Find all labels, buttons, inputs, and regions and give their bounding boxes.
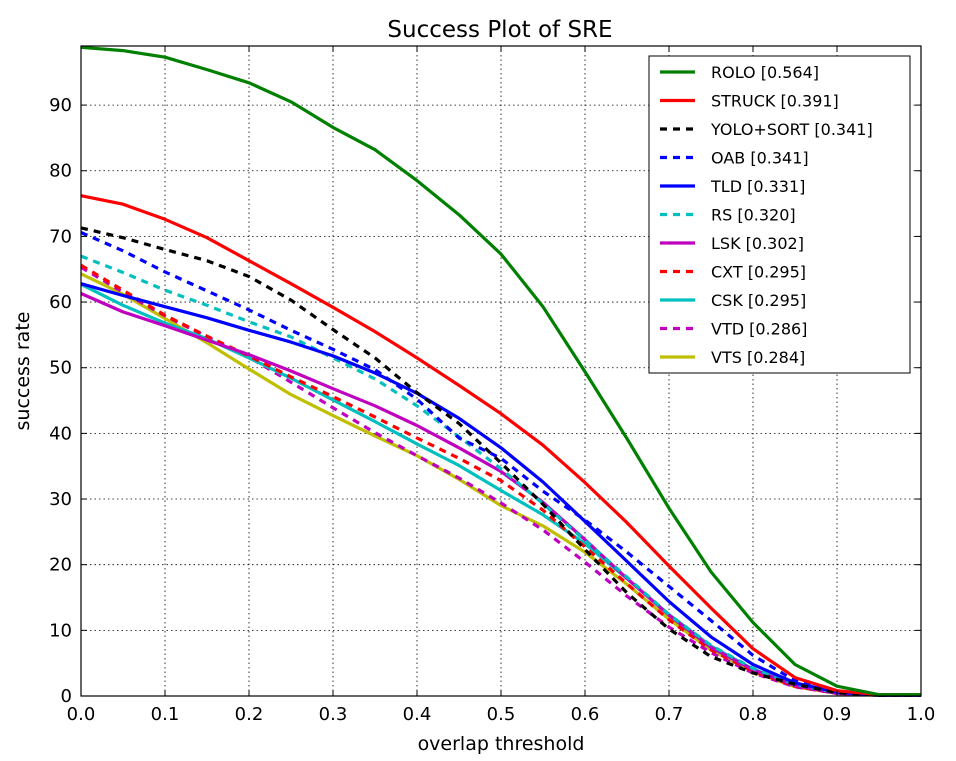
- y-tick-label: 50: [49, 358, 72, 379]
- y-tick-label: 10: [49, 620, 72, 641]
- axis-ticks: [80, 46, 922, 697]
- y-tick-label: 30: [49, 489, 72, 510]
- x-tick-label: 0.0: [67, 704, 96, 725]
- series-line: [80, 282, 921, 697]
- series-group: [80, 45, 921, 697]
- x-tick-label: 0.6: [571, 704, 600, 725]
- x-tick-label: 0.3: [319, 704, 348, 725]
- y-axis-label: success rate: [12, 312, 34, 431]
- y-tick-label: 80: [49, 161, 72, 182]
- legend-label: CXT [0.295]: [711, 263, 806, 282]
- legend-label: VTD [0.286]: [711, 320, 807, 339]
- legend-label: RS [0.320]: [711, 206, 796, 225]
- y-tick-label: 40: [49, 423, 72, 444]
- series-line: [80, 45, 921, 697]
- legend: ROLO [0.564] STRUCK [0.391] YOLO+SORT [0.3…: [648, 55, 911, 374]
- x-tick-label: 0.8: [739, 704, 768, 725]
- x-tick-label: 1.0: [907, 704, 936, 725]
- legend-label: OAB [0.341]: [711, 149, 809, 168]
- chart-title: Success Plot of SRE: [387, 17, 612, 43]
- x-tick-label: 0.2: [235, 704, 264, 725]
- series-line: [80, 194, 921, 697]
- legend-label: CSK [0.295]: [711, 291, 806, 310]
- y-tick-labels: 0 10 20 30 40 50 60 70 80 90: [49, 95, 72, 707]
- y-tick-label: 60: [49, 292, 72, 313]
- y-tick-label: 20: [49, 555, 72, 576]
- legend-label: TLD [0.331]: [710, 177, 805, 196]
- y-tick-label: 0: [61, 686, 72, 707]
- x-tick-labels: 0.0 0.1 0.2 0.3 0.4 0.5 0.6 0.7 0.8 0.9 1.0: [67, 704, 936, 725]
- x-tick-label: 0.7: [655, 704, 684, 725]
- legend-label: VTS [0.284]: [711, 348, 805, 367]
- y-tick-label: 70: [49, 226, 72, 247]
- x-axis-label: overlap threshold: [418, 733, 585, 755]
- legend-label: YOLO+SORT [0.341]: [710, 120, 873, 139]
- legend-label: STRUCK [0.391]: [711, 92, 839, 111]
- x-tick-label: 0.4: [403, 704, 432, 725]
- series-line: [80, 254, 921, 697]
- series-line: [80, 231, 921, 697]
- y-tick-label: 90: [49, 95, 72, 116]
- series-line: [80, 226, 921, 697]
- legend-label: ROLO [0.564]: [711, 63, 819, 82]
- legend-label: LSK [0.302]: [711, 234, 804, 253]
- x-tick-label: 0.5: [487, 704, 516, 725]
- x-tick-label: 0.1: [151, 704, 180, 725]
- x-tick-label: 0.9: [823, 704, 852, 725]
